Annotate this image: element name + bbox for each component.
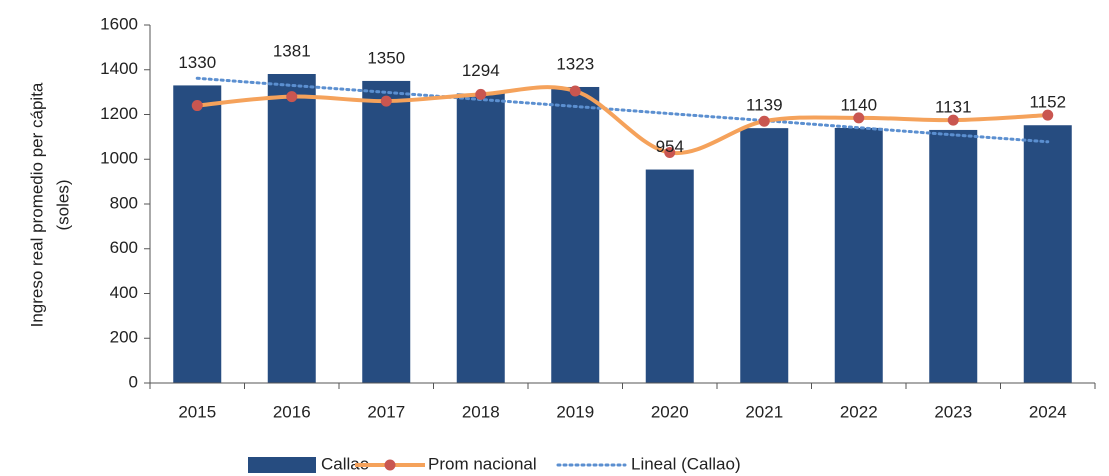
legend-label: Prom nacional [428,454,537,473]
y-tick-label: 1600 [100,14,138,33]
data-label: 1152 [1029,93,1066,112]
trend-line [195,76,1050,144]
marker [1042,109,1054,121]
bar [551,86,600,383]
marker [947,114,959,126]
legend-marker [384,459,396,471]
marker [475,88,487,100]
data-label: 1294 [462,61,500,80]
y-tick-label: 1000 [100,149,138,168]
legend-label: Lineal (Callao) [631,454,741,473]
x-tick-label: 2018 [462,402,500,421]
marker [286,91,298,103]
x-tick-label: 2021 [745,402,783,421]
x-tick-label: 2023 [934,402,972,421]
marker [569,85,581,97]
x-tick-label: 2017 [367,402,405,421]
y-axis-label: Ingreso real promedio per cápita [27,82,46,327]
x-tick-label: 2016 [273,402,311,421]
y-axis-label: (soles) [53,179,72,230]
bar [929,129,978,383]
y-tick-label: 600 [110,238,138,257]
data-label: 1330 [178,53,216,72]
data-label: 1131 [935,97,972,116]
y-tick-label: 200 [110,328,138,347]
x-tick-label: 2020 [651,402,689,421]
y-tick-label: 800 [110,193,138,212]
data-label: 1323 [556,54,594,73]
legend-label: Callao [321,454,369,473]
marker [853,112,865,124]
data-label: 1140 [840,95,877,114]
data-label: 1381 [273,41,311,60]
y-axis-title: Ingreso real promedio per cápita (soles) [27,82,72,327]
y-tick-label: 1400 [100,59,138,78]
y-tick-label: 400 [110,283,138,302]
x-tick-label: 2019 [556,402,594,421]
bar [645,169,694,383]
marker [758,115,770,127]
bar [173,85,222,383]
y-tick-label: 1200 [100,104,138,123]
bar [834,127,883,383]
marker [664,147,676,159]
x-tick-label: 2022 [840,402,878,421]
bar [362,80,411,383]
data-label: 954 [656,137,684,156]
bar [267,74,316,383]
x-tick-label: 2024 [1029,402,1067,421]
marker [191,100,203,112]
data-label: 1139 [746,96,783,115]
bar [456,93,505,383]
y-tick-label: 0 [129,372,138,391]
x-tick-label: 2015 [178,402,216,421]
line [197,85,1048,156]
bar [1023,125,1072,384]
data-label: 1350 [367,48,405,67]
marker [380,95,392,107]
legend-swatch [248,457,316,473]
bar [740,128,789,383]
